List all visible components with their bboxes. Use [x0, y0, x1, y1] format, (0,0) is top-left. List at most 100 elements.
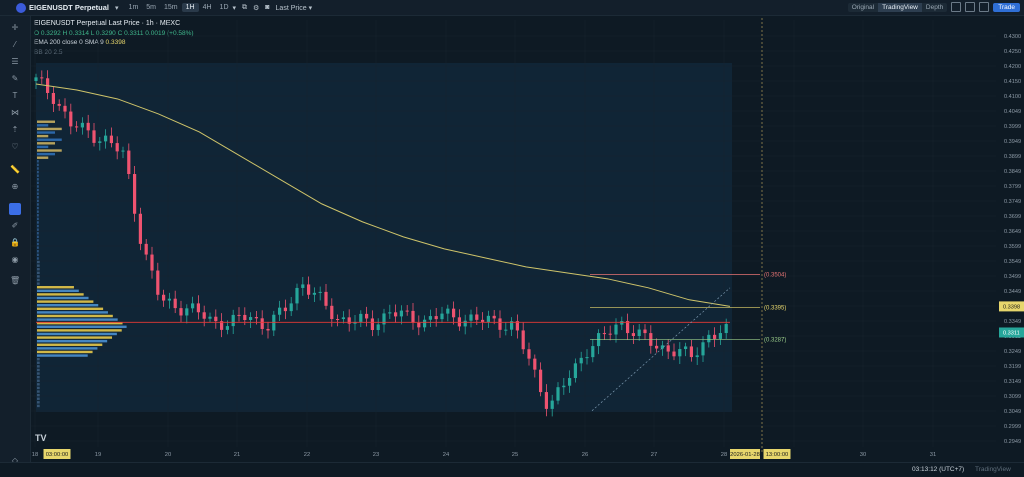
candle-body — [191, 303, 195, 309]
volume-profile-bar — [37, 343, 103, 346]
volume-profile-bar — [37, 199, 39, 203]
price-tick: 0.3599 — [1004, 244, 1021, 250]
legend-ema-value: 0.3398 — [105, 39, 126, 46]
collapse-icon[interactable]: ◇ — [11, 456, 19, 465]
view-tradingview[interactable]: TradingView — [878, 2, 922, 12]
view-switch: Original TradingView Depth — [847, 2, 948, 12]
time-badge-bg — [730, 449, 760, 459]
snapshot-icon[interactable]: ◙ — [265, 4, 270, 11]
candle-body — [202, 312, 206, 319]
candle-body — [196, 303, 200, 313]
tf-1m[interactable]: 1m — [128, 4, 139, 11]
legend-bb: BB 20 2.5 — [34, 48, 63, 56]
candle-body — [254, 317, 258, 319]
candle-body — [655, 345, 659, 349]
forecast-icon[interactable]: ⇡ — [11, 125, 19, 134]
price-tick: 0.3199 — [1004, 364, 1021, 370]
brush-icon[interactable]: ✎ — [11, 74, 19, 83]
layout-icon[interactable] — [951, 2, 962, 12]
volume-profile-bar — [37, 268, 40, 271]
candle-body — [69, 111, 73, 127]
candle-body — [672, 351, 676, 357]
candle-body — [376, 324, 380, 331]
candle-body — [225, 326, 229, 330]
legend-ohlc: O 0.3292 H 0.3314 L 0.3290 C 0.3311 0.00… — [34, 29, 194, 37]
timeframe-dropdown-icon[interactable]: ▾ — [232, 4, 237, 12]
chart-legend: EIGENUSDT Perpetual Last Price · 1h · ME… — [34, 19, 194, 57]
volume-profile-bar — [37, 347, 98, 350]
view-original[interactable]: Original — [851, 3, 875, 11]
view-depth[interactable]: Depth — [925, 3, 944, 11]
volume-profile-bar — [37, 264, 40, 267]
candle-body — [399, 310, 403, 317]
price-tick: 0.3649 — [1004, 229, 1021, 235]
volume-profile-bar — [37, 311, 108, 314]
candle-body — [179, 308, 183, 316]
price-tick: 0.4250 — [1004, 49, 1021, 55]
annotation-lower: (0.3287) — [764, 338, 786, 344]
candle-body — [243, 314, 247, 321]
crosshair-icon[interactable]: ✛ — [11, 23, 19, 32]
volume-profile-bar — [37, 120, 55, 123]
time-tick: 31 — [930, 452, 936, 458]
candle-body — [370, 318, 374, 331]
lock-icon[interactable]: 🔒 — [10, 238, 20, 247]
volume-profile-bar — [37, 314, 113, 318]
volume-profile-bar — [37, 372, 40, 375]
annotation-mid: (0.3395) — [764, 305, 786, 311]
stay-drawing-icon[interactable]: ✐ — [11, 221, 19, 230]
candle-body — [492, 315, 496, 319]
candle-body — [347, 317, 351, 324]
tf-1h[interactable]: 1H — [181, 3, 199, 12]
candle-body — [34, 77, 38, 81]
candle-body — [208, 316, 212, 319]
fullscreen-icon[interactable] — [965, 2, 976, 12]
candle-body — [109, 135, 113, 144]
tf-15m[interactable]: 15m — [164, 4, 178, 11]
candle-body — [417, 322, 421, 328]
volume-profile-bar — [37, 232, 39, 235]
volume-profile-bar — [37, 339, 108, 343]
exchange-logo-icon — [16, 2, 26, 13]
price-tick: 0.3099 — [1004, 394, 1021, 400]
candle-body — [115, 143, 119, 152]
trade-button[interactable]: Trade — [993, 2, 1020, 12]
volume-profile-bar — [37, 365, 40, 368]
candle-body — [80, 122, 84, 128]
symbol-dropdown-icon[interactable]: ▾ — [115, 4, 119, 12]
indicators-icon[interactable]: ⧉ — [242, 3, 248, 11]
volume-profile-bar — [37, 192, 39, 195]
chart-settings-icon[interactable]: ⚙ — [253, 4, 260, 12]
volume-profile-bar — [37, 178, 39, 181]
pattern-icon[interactable]: ⋈ — [11, 108, 19, 117]
tf-1d[interactable]: 1D — [219, 4, 229, 11]
volume-profile-bar — [37, 142, 55, 145]
trend-line-icon[interactable]: ⁄ — [14, 40, 16, 49]
candle-body — [695, 355, 699, 358]
eye-icon[interactable]: ◉ — [11, 255, 19, 264]
volume-profile-bar — [37, 246, 39, 249]
heart-icon[interactable]: ♡ — [11, 142, 19, 151]
tf-4h[interactable]: 4H — [202, 4, 212, 11]
symbol-selector[interactable]: EIGENUSDT Perpetual — [29, 3, 110, 12]
trash-icon[interactable]: 🗑 — [10, 276, 21, 285]
price-type-selector[interactable]: Last Price ▾ — [275, 4, 313, 12]
text-icon[interactable]: T — [12, 91, 18, 100]
candle-body — [237, 314, 241, 316]
tf-5m[interactable]: 5m — [146, 4, 157, 11]
volume-profile-bar — [37, 293, 84, 296]
candle-body — [133, 174, 137, 214]
candle-body — [214, 316, 218, 322]
horizontal-lines-icon[interactable]: ☰ — [11, 57, 19, 66]
candle-body — [127, 150, 131, 175]
price-tick: 0.2999 — [1004, 424, 1021, 430]
volume-profile-bar — [37, 350, 93, 354]
magnet-icon[interactable] — [9, 203, 21, 215]
candle-body — [475, 314, 479, 320]
zoom-icon[interactable]: ⊕ — [11, 182, 19, 191]
price-tick: 0.4300 — [1004, 34, 1021, 40]
top-toolbar: EIGENUSDT Perpetual ▾ 1m 5m 15m 1H 4H 1D… — [0, 0, 1024, 16]
settings-icon[interactable] — [979, 2, 990, 12]
ruler-icon[interactable]: 📏 — [10, 165, 20, 174]
